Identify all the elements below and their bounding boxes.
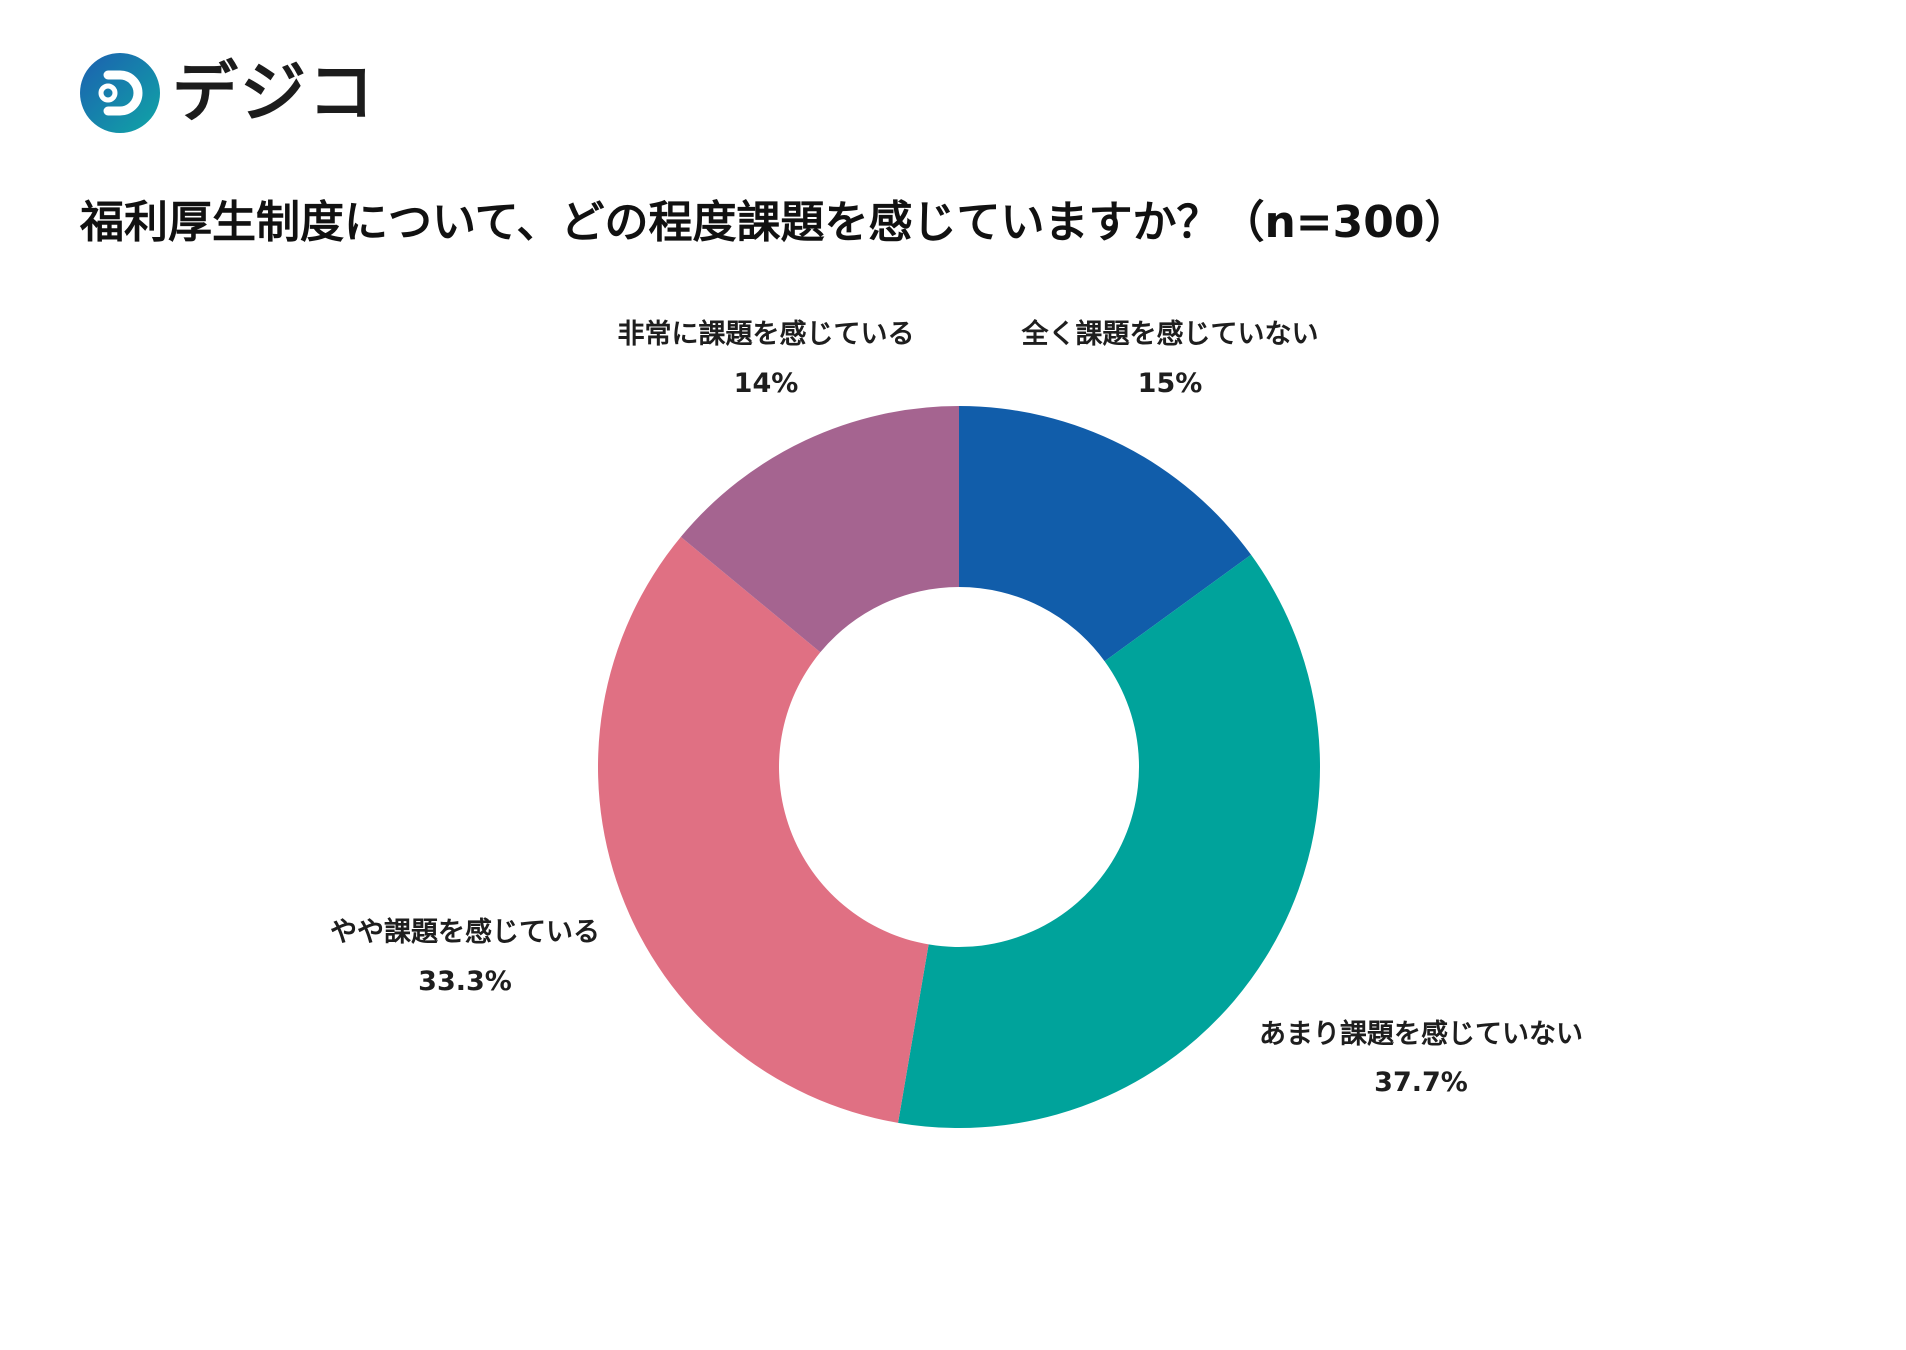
logo-wordmark: デジコ bbox=[172, 54, 376, 131]
slice-not-much bbox=[898, 554, 1321, 1129]
value-very: 14% bbox=[734, 368, 799, 399]
value-not-much: 37.7% bbox=[1374, 1067, 1468, 1098]
label-not-at-all: 全く課題を感じていない bbox=[1021, 318, 1319, 350]
label-somewhat: やや課題を感じている bbox=[330, 916, 600, 948]
value-somewhat: 33.3% bbox=[418, 966, 512, 997]
slice-not-at-all bbox=[959, 406, 1252, 662]
slice-somewhat bbox=[597, 536, 929, 1123]
donut-slices bbox=[597, 406, 1321, 1129]
label-not-much: あまり課題を感じていない bbox=[1259, 1018, 1583, 1050]
slice-very bbox=[680, 406, 959, 653]
logo-d-icon bbox=[80, 53, 160, 133]
brand-logo: デジコ bbox=[78, 50, 376, 136]
label-very: 非常に課題を感じている bbox=[618, 318, 915, 350]
chart-title: 福利厚生制度について、どの程度課題を感じていますか？（n=300） bbox=[80, 197, 1469, 248]
value-not-at-all: 15% bbox=[1138, 368, 1203, 399]
